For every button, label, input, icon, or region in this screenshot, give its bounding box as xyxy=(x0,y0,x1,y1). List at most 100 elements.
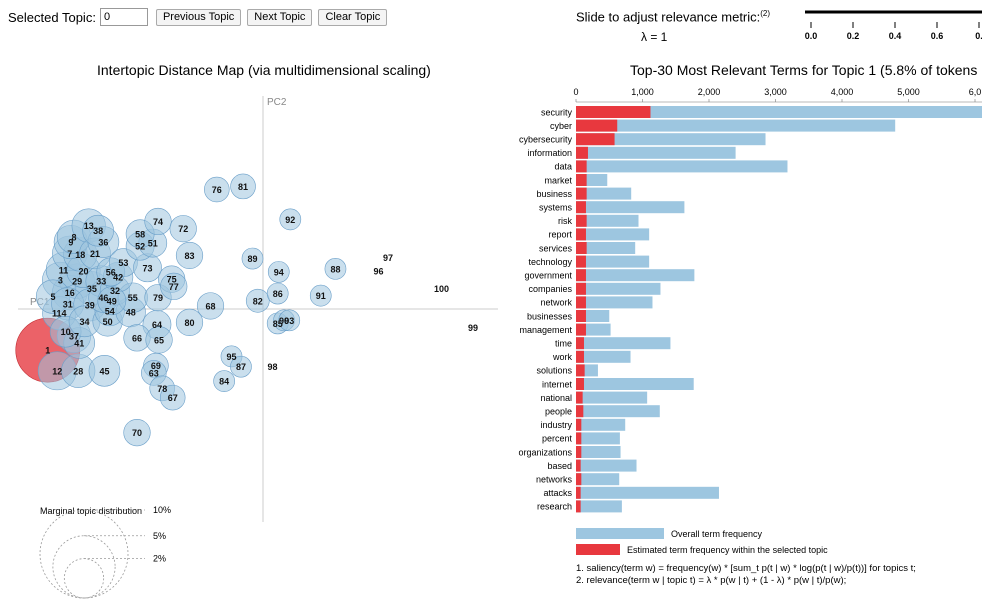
term-label-market[interactable]: market xyxy=(544,175,572,185)
overall-bar-research[interactable] xyxy=(576,500,622,513)
topic-label-38[interactable]: 38 xyxy=(93,226,103,236)
topic-label-72[interactable]: 72 xyxy=(178,224,188,234)
topic-label-81[interactable]: 81 xyxy=(238,182,248,192)
topic-label-29[interactable]: 29 xyxy=(72,277,82,287)
overall-bar-technology[interactable] xyxy=(576,255,650,268)
topic-bar-networks[interactable] xyxy=(576,473,582,486)
topic-label-33[interactable]: 33 xyxy=(96,277,106,287)
topic-bubble-89[interactable] xyxy=(241,247,264,270)
term-label-people[interactable]: people xyxy=(545,407,572,417)
selected-topic-input[interactable] xyxy=(99,8,148,26)
topic-label-5[interactable]: 5 xyxy=(50,292,55,302)
topic-label-35[interactable]: 35 xyxy=(87,284,97,294)
term-label-systems[interactable]: systems xyxy=(539,203,573,213)
topic-label-7[interactable]: 7 xyxy=(67,249,72,259)
topic-label-41[interactable]: 41 xyxy=(74,338,84,348)
overall-bar-data[interactable] xyxy=(576,160,788,173)
topic-label-31[interactable]: 31 xyxy=(63,299,73,309)
next-topic-button[interactable]: Next Topic xyxy=(247,8,313,26)
topic-label-83[interactable]: 83 xyxy=(184,251,194,261)
topic-bar-cybersecurity[interactable] xyxy=(576,133,615,146)
topic-label-68[interactable]: 68 xyxy=(205,301,215,311)
topic-label-75[interactable]: 75 xyxy=(167,275,177,285)
topic-label-67[interactable]: 67 xyxy=(168,393,178,403)
topic-label-48[interactable]: 48 xyxy=(126,308,136,318)
term-label-attacks[interactable]: attacks xyxy=(543,488,572,498)
overall-bar-percent[interactable] xyxy=(576,432,620,445)
term-label-solutions[interactable]: solutions xyxy=(536,366,572,376)
topic-bar-network[interactable] xyxy=(576,296,586,309)
topic-bar-time[interactable] xyxy=(576,337,584,350)
topic-label-54[interactable]: 54 xyxy=(105,307,115,317)
topic-bar-information[interactable] xyxy=(576,146,588,159)
topic-bar-industry[interactable] xyxy=(576,418,582,431)
topic-label-12[interactable]: 12 xyxy=(52,366,62,376)
term-label-network[interactable]: network xyxy=(540,298,572,308)
topic-bubble-83[interactable] xyxy=(175,241,204,270)
topic-bar-national[interactable] xyxy=(576,391,583,404)
topic-label-76[interactable]: 76 xyxy=(212,185,222,195)
topic-bar-companies[interactable] xyxy=(576,282,586,295)
topic-bubble-88[interactable] xyxy=(324,257,347,280)
topic-label-99[interactable]: 99 xyxy=(468,323,478,333)
topic-bar-data[interactable] xyxy=(576,160,587,173)
topic-bar-research[interactable] xyxy=(576,500,581,513)
term-label-technology[interactable]: technology xyxy=(528,257,572,267)
topic-bubble-68[interactable] xyxy=(196,292,225,320)
topic-bar-based[interactable] xyxy=(576,459,581,472)
topic-bubble-38[interactable] xyxy=(82,214,114,247)
topic-bubble-70[interactable] xyxy=(123,419,151,447)
topic-label-50[interactable]: 50 xyxy=(103,317,113,327)
term-label-cyber[interactable]: cyber xyxy=(550,121,572,131)
topic-label-90[interactable]: 90 xyxy=(279,316,289,326)
overall-bar-attacks[interactable] xyxy=(576,486,719,499)
topic-bar-percent[interactable] xyxy=(576,432,582,445)
topic-bubble-94[interactable] xyxy=(267,261,290,283)
topic-label-64[interactable]: 64 xyxy=(152,320,162,330)
term-label-internet[interactable]: internet xyxy=(542,379,573,389)
topic-label-87[interactable]: 87 xyxy=(236,362,246,372)
overall-bar-network[interactable] xyxy=(576,296,653,309)
overall-bar-government[interactable] xyxy=(576,269,695,282)
overall-bar-people[interactable] xyxy=(576,405,660,418)
overall-bar-based[interactable] xyxy=(576,459,637,472)
topic-label-55[interactable]: 55 xyxy=(128,293,138,303)
topic-label-45[interactable]: 45 xyxy=(99,366,109,376)
topic-label-93[interactable]: 93 xyxy=(284,316,294,326)
topic-bubble-67[interactable] xyxy=(159,384,186,411)
topic-bar-attacks[interactable] xyxy=(576,486,581,499)
topic-label-28[interactable]: 28 xyxy=(73,366,83,376)
topic-label-18[interactable]: 18 xyxy=(75,250,85,260)
topic-label-16[interactable]: 16 xyxy=(65,288,75,298)
topic-bar-systems[interactable] xyxy=(576,201,586,214)
previous-topic-button[interactable]: Previous Topic xyxy=(155,8,242,26)
overall-bar-information[interactable] xyxy=(576,146,736,159)
topic-label-84[interactable]: 84 xyxy=(219,377,229,387)
topic-bubble-82[interactable] xyxy=(245,288,270,313)
topic-bar-market[interactable] xyxy=(576,174,587,186)
term-label-data[interactable]: data xyxy=(554,162,572,172)
topic-label-3[interactable]: 3 xyxy=(58,276,63,286)
topic-bar-business[interactable] xyxy=(576,187,587,200)
topic-label-20[interactable]: 20 xyxy=(78,266,88,276)
topic-bubble-72[interactable] xyxy=(169,215,197,243)
topic-label-100[interactable]: 100 xyxy=(434,284,449,294)
overall-bar-security[interactable] xyxy=(576,106,982,118)
overall-bar-work[interactable] xyxy=(576,350,631,363)
term-label-services[interactable]: services xyxy=(539,243,573,253)
term-label-organizations[interactable]: organizations xyxy=(518,447,572,457)
topic-bar-services[interactable] xyxy=(576,242,587,254)
topic-label-66[interactable]: 66 xyxy=(132,333,142,343)
topic-bar-internet[interactable] xyxy=(576,378,584,390)
topic-bubble-65[interactable] xyxy=(145,326,173,354)
intertopic-distance-map[interactable]: PC2PC11122845413710503411454483139464951… xyxy=(0,80,520,525)
topic-bubble-49[interactable] xyxy=(97,286,127,316)
topic-bubble-74[interactable] xyxy=(144,207,172,236)
topic-label-10[interactable]: 10 xyxy=(61,327,71,337)
topic-label-65[interactable]: 65 xyxy=(154,335,164,345)
lambda-slider[interactable]: 0.0 0.2 0.4 0.6 0. xyxy=(800,6,982,42)
topic-label-77[interactable]: 77 xyxy=(169,282,179,292)
topic-label-34[interactable]: 34 xyxy=(79,317,89,327)
topic-bar-solutions[interactable] xyxy=(576,364,585,377)
overall-bar-organizations[interactable] xyxy=(576,446,621,458)
